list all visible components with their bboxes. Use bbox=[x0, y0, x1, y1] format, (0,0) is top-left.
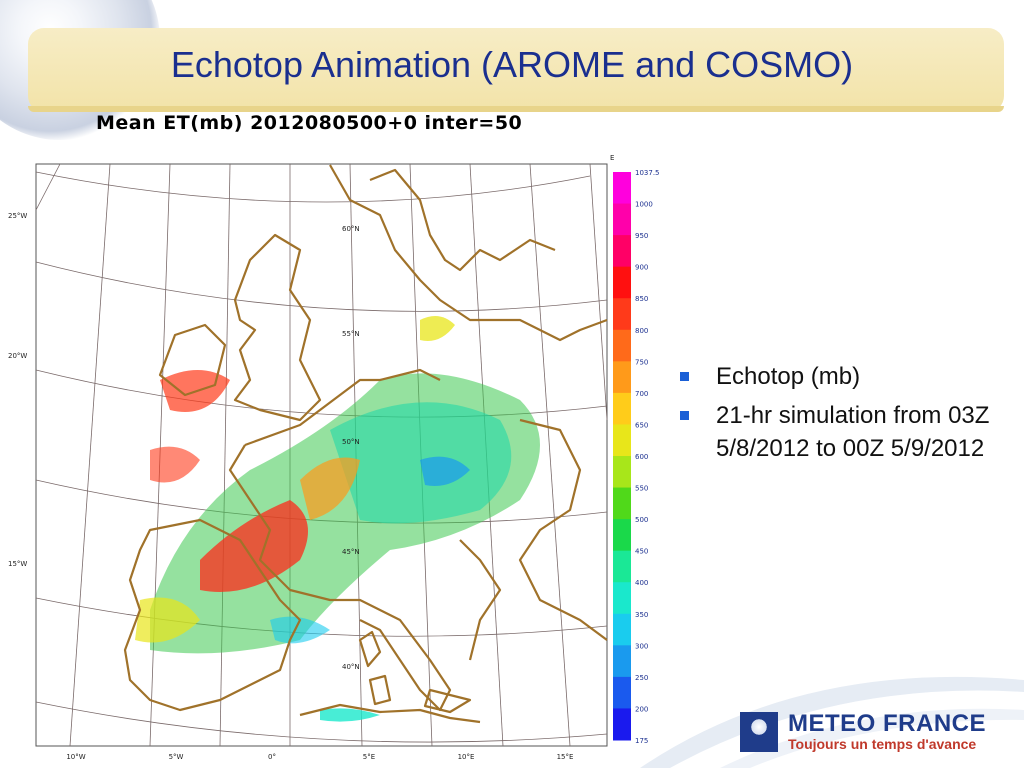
coastlines bbox=[123, 164, 608, 724]
colorbar-swatch bbox=[613, 645, 631, 678]
colorbar-label: 600 bbox=[635, 453, 648, 461]
colorbar-swatch bbox=[613, 708, 631, 741]
colorbar-label: 850 bbox=[635, 295, 648, 303]
colorbar-label: 500 bbox=[635, 516, 648, 524]
colorbar-label: 300 bbox=[635, 642, 648, 650]
bottom-axis-label: 10°W bbox=[66, 753, 85, 761]
colorbar-label: 450 bbox=[635, 548, 648, 556]
lat-label: 50°N bbox=[342, 438, 360, 446]
colorbar-swatch bbox=[613, 235, 631, 268]
bottom-axis-label: 15°E bbox=[557, 753, 574, 761]
swoosh-decoration bbox=[640, 676, 1024, 768]
colorbar-label: 1000 bbox=[635, 201, 653, 209]
logo-tagline: Toujours un temps d'avance bbox=[788, 736, 977, 752]
colorbar-swatch bbox=[613, 550, 631, 583]
left-axis-label: 20°W bbox=[8, 352, 27, 360]
bullet-item: 21-hr simulation from 03Z 5/8/2012 to 00… bbox=[676, 399, 1016, 465]
colorbar-label: 350 bbox=[635, 611, 648, 619]
colorbar-swatch bbox=[613, 582, 631, 615]
colorbar-swatch bbox=[613, 203, 631, 236]
bottom-axis-label: 10°E bbox=[458, 753, 475, 761]
logo-name: METEO FRANCE bbox=[788, 710, 986, 737]
logo-emblem-icon bbox=[740, 712, 778, 752]
colorbar-label: 175 bbox=[635, 737, 648, 745]
colorbar-label: 550 bbox=[635, 485, 648, 493]
colorbar-label: 200 bbox=[635, 705, 648, 713]
colorbar-label: 250 bbox=[635, 674, 648, 682]
colorbar-swatch bbox=[613, 456, 631, 489]
colorbar-swatch bbox=[613, 613, 631, 646]
bullet-text: 21-hr simulation from 03Z 5/8/2012 to 00… bbox=[716, 402, 990, 462]
colorbar-swatch bbox=[613, 424, 631, 457]
lat-label: 45°N bbox=[342, 548, 360, 556]
colorbar-swatch bbox=[613, 298, 631, 331]
colorbar-swatch bbox=[613, 519, 631, 552]
colorbar-label: 1037.5 bbox=[635, 169, 660, 177]
colorbar-swatch bbox=[613, 676, 631, 709]
lat-label: 60°N bbox=[342, 225, 360, 233]
map-title: Mean ET(mb) 2012080500+0 inter=50 bbox=[96, 112, 523, 134]
echotop-map: 60°N 55°N 50°N 45°N 40°N 25°W 20°W 15°W … bbox=[8, 154, 660, 761]
colorbar-swatch bbox=[613, 266, 631, 299]
bullet-square-icon bbox=[680, 411, 689, 420]
bottom-axis-labels: 10°W 5°W 0° 5°E 10°E 15°E bbox=[66, 753, 573, 761]
colorbar-label: 400 bbox=[635, 579, 648, 587]
bullet-text: Echotop (mb) bbox=[716, 363, 861, 390]
bullet-list: Echotop (mb) 21-hr simulation from 03Z 5… bbox=[676, 360, 1016, 471]
colorbar-swatch bbox=[613, 487, 631, 520]
bottom-axis-label: 5°E bbox=[363, 753, 375, 761]
colorbar-label: 900 bbox=[635, 264, 648, 272]
bullet-square-icon bbox=[680, 372, 689, 381]
bottom-axis-label: 5°W bbox=[169, 753, 184, 761]
colorbar-swatch bbox=[613, 392, 631, 425]
colorbar: 1037.5 1000 950 900 850 800 750 700 650 600 550 500… bbox=[613, 169, 660, 745]
colorbar-swatch bbox=[613, 329, 631, 362]
colorbar-swatch bbox=[613, 361, 631, 394]
colorbar-label: 650 bbox=[635, 421, 648, 429]
colorbar-swatch bbox=[613, 172, 631, 205]
lat-label: 55°N bbox=[342, 330, 360, 338]
echotop-field bbox=[135, 316, 540, 722]
corner-label: E bbox=[610, 154, 614, 162]
bullet-item: Echotop (mb) bbox=[676, 360, 1016, 393]
colorbar-label: 800 bbox=[635, 327, 648, 335]
left-axis-label: 25°W bbox=[8, 212, 27, 220]
slide-title: Echotop Animation (AROME and COSMO) bbox=[170, 44, 854, 85]
colorbar-label: 750 bbox=[635, 358, 648, 366]
latitude-labels: 60°N 55°N 50°N 45°N 40°N bbox=[342, 225, 360, 671]
lat-label: 40°N bbox=[342, 663, 360, 671]
meteo-france-logo: METEO FRANCE Toujours un temps d'avance bbox=[740, 708, 1010, 758]
title-banner bbox=[28, 28, 1004, 112]
left-axis-label: 15°W bbox=[8, 560, 27, 568]
left-axis-labels: 25°W 20°W 15°W bbox=[8, 212, 27, 568]
colorbar-label: 950 bbox=[635, 232, 648, 240]
bottom-axis-label: 0° bbox=[268, 753, 276, 761]
colorbar-label: 700 bbox=[635, 390, 648, 398]
